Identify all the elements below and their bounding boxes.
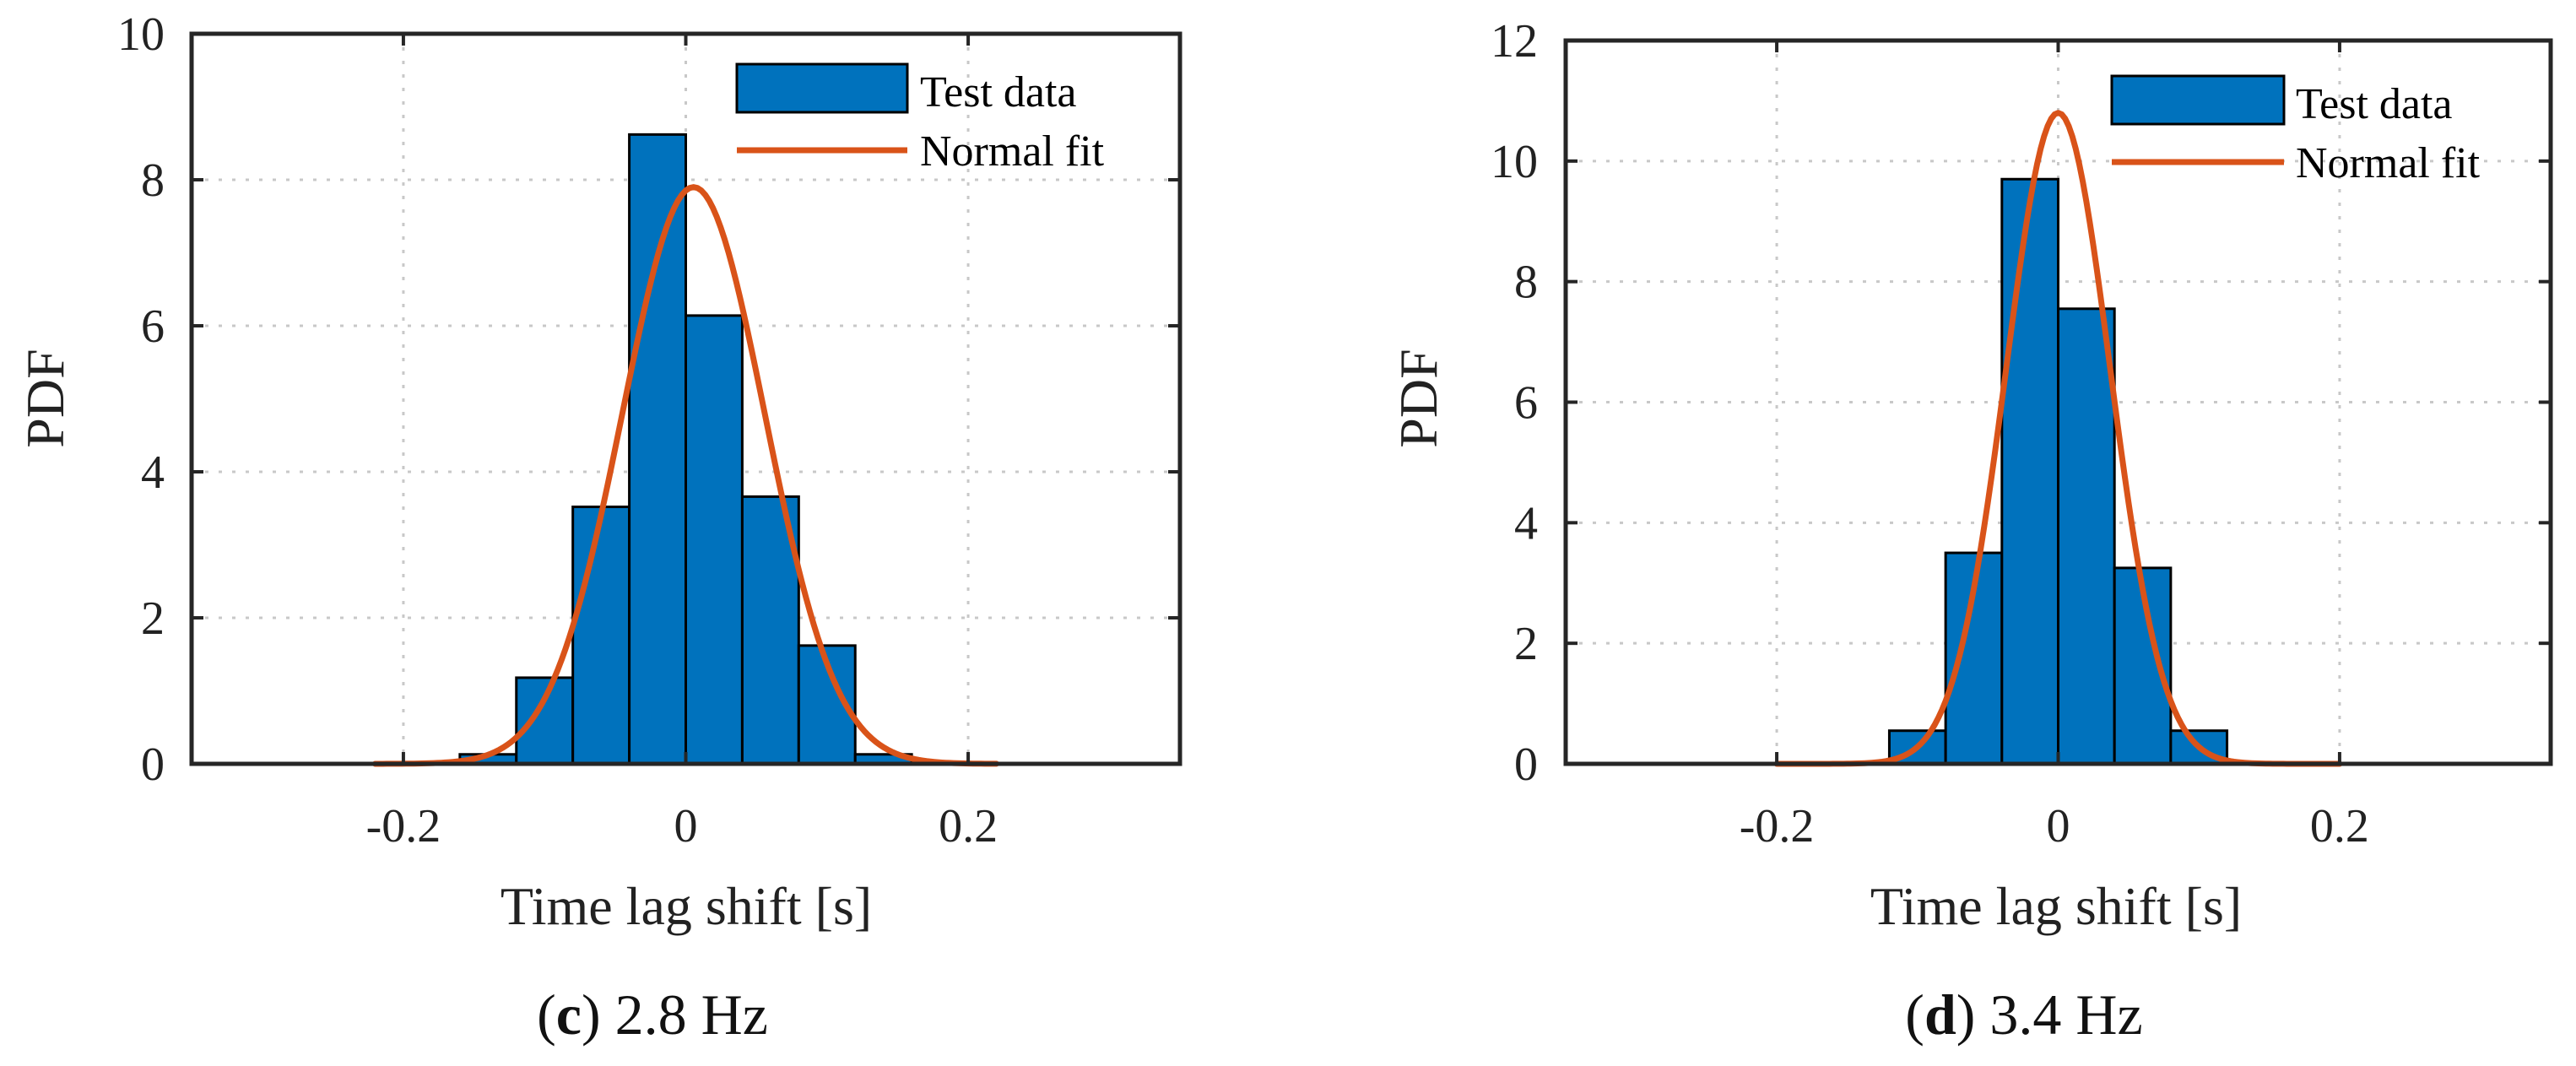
- caption-text: 3.4 Hz: [1975, 982, 2142, 1047]
- y-tick-label: 10: [117, 8, 165, 61]
- panel-caption: (d) 3.4 Hz: [1905, 982, 2142, 1047]
- histogram-bar: [2000, 177, 2059, 766]
- y-tick-label: 0: [141, 739, 165, 791]
- y-axis-title: PDF: [15, 349, 75, 447]
- legend: Test data Normal fit: [735, 62, 1105, 176]
- legend-swatch-test-data: [735, 62, 909, 114]
- y-tick-label: 0: [1514, 739, 1538, 791]
- caption-open-paren: (: [1905, 982, 1924, 1047]
- normal-fit-line: [371, 184, 1000, 767]
- histogram-bar: [628, 133, 687, 766]
- caption-text: 2.8 Hz: [601, 982, 768, 1047]
- y-tick-label: 4: [1514, 497, 1538, 549]
- y-axis-title: PDF: [1388, 349, 1448, 447]
- legend: Test data Normal fit: [2110, 74, 2481, 187]
- legend-label-test-data: Test data: [2296, 80, 2453, 128]
- legend-label-normal-fit: Normal fit: [2296, 139, 2481, 187]
- caption-letter: c: [556, 982, 582, 1047]
- y-tick-label: 2: [1514, 618, 1538, 670]
- caption-open-paren: (: [537, 982, 556, 1047]
- y-tick-label: 2: [141, 593, 165, 645]
- legend-label-normal-fit: Normal fit: [920, 127, 1105, 176]
- x-tick-label: 0.2: [939, 800, 998, 852]
- y-tick-label: 10: [1491, 136, 1538, 188]
- y-tick-label: 6: [1514, 377, 1538, 430]
- legend-label-test-data: Test data: [920, 68, 1077, 116]
- panel-caption: (c) 2.8 Hz: [537, 982, 768, 1047]
- caption-letter: d: [1924, 982, 1956, 1047]
- x-tick-label: -0.2: [366, 800, 441, 852]
- x-tick-label: 0: [674, 800, 698, 852]
- panel-c: -0.2 0 0.2 0 2 4 6 8 10 Time lag shift [s] PDF Test…: [15, 8, 1182, 1047]
- y-tick-label: 12: [1491, 15, 1538, 68]
- x-tick-label: 0: [2047, 800, 2070, 852]
- panel-d: -0.2 0 0.2 0 2 4 6 8 10 12 Time lag shift [s] PDF Te…: [1388, 15, 2553, 1047]
- x-axis-title: Time lag shift [s]: [1870, 876, 2242, 936]
- y-tick-label: 8: [1514, 257, 1538, 309]
- x-tick-label: -0.2: [1740, 800, 1815, 852]
- y-tick-label: 8: [141, 154, 165, 207]
- histogram-bar: [571, 506, 631, 766]
- histogram-bar: [515, 676, 575, 766]
- caption-close-paren: ): [582, 982, 601, 1047]
- y-tick-label: 4: [141, 446, 165, 499]
- histogram-bar: [2057, 307, 2116, 766]
- legend-swatch-test-data: [2110, 74, 2286, 126]
- x-tick-label: 0.2: [2310, 800, 2369, 852]
- histogram-bar: [685, 314, 744, 766]
- y-tick-label: 6: [141, 300, 165, 353]
- caption-close-paren: ): [1956, 982, 1976, 1047]
- x-axis-title: Time lag shift [s]: [501, 876, 872, 936]
